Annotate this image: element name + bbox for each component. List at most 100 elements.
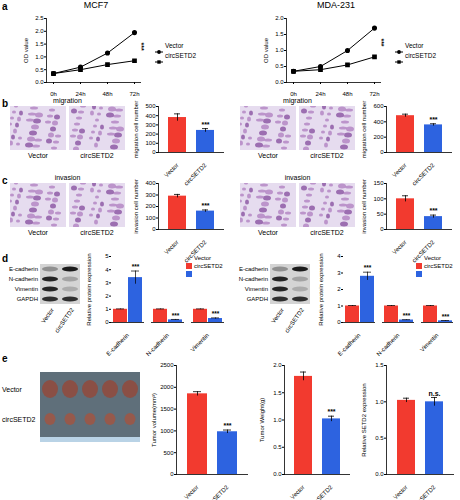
svg-text:0.5: 0.5 — [273, 444, 282, 450]
svg-text:72h: 72h — [129, 91, 139, 97]
svg-text:0.0: 0.0 — [35, 79, 44, 85]
svg-text:1000: 1000 — [160, 428, 174, 434]
svg-text:***: *** — [429, 207, 437, 214]
svg-text:400: 400 — [373, 119, 384, 125]
svg-text:OD value: OD value — [263, 37, 269, 63]
svg-text:150: 150 — [373, 180, 384, 186]
svg-text:500: 500 — [163, 450, 174, 456]
svg-text:circSETD2: circSETD2 — [309, 484, 334, 500]
svg-text:Vector: Vector — [289, 484, 305, 500]
svg-text:Vector: Vector — [183, 484, 199, 500]
svg-text:invasion cell number: invasion cell number — [361, 179, 367, 234]
svg-text:1: 1 — [337, 303, 341, 309]
svg-text:Relative protein expression: Relative protein expression — [86, 253, 92, 325]
svg-text:E-cadherin: E-cadherin — [337, 332, 362, 357]
svg-text:Tumor volume(mm³): Tumor volume(mm³) — [151, 393, 157, 447]
svg-text:1.0: 1.0 — [35, 54, 44, 60]
svg-text:2: 2 — [105, 293, 109, 299]
svg-text:0.5: 0.5 — [275, 63, 284, 69]
svg-text:1.5: 1.5 — [375, 362, 384, 368]
svg-text:0: 0 — [152, 226, 156, 232]
svg-text:Vector: Vector — [392, 484, 408, 500]
svg-text:400: 400 — [145, 180, 156, 186]
svg-text:1: 1 — [105, 306, 109, 312]
svg-text:3: 3 — [105, 280, 109, 286]
svg-text:100: 100 — [145, 140, 156, 146]
svg-text:4: 4 — [105, 267, 109, 273]
svg-text:***: *** — [201, 121, 209, 128]
svg-text:migration cell number: migration cell number — [133, 101, 139, 158]
svg-text:circSETD2: circSETD2 — [411, 162, 436, 187]
svg-text:400: 400 — [145, 113, 156, 119]
svg-text:0.5: 0.5 — [35, 67, 44, 73]
svg-text:100: 100 — [373, 196, 384, 202]
svg-text:200: 200 — [145, 131, 156, 137]
svg-text:circSETD2: circSETD2 — [412, 484, 437, 500]
svg-text:0.0: 0.0 — [275, 79, 284, 85]
svg-text:0.0: 0.0 — [375, 471, 384, 477]
svg-text:0.5: 0.5 — [375, 435, 384, 441]
svg-text:***: *** — [132, 263, 140, 270]
svg-text:N-cadherin: N-cadherin — [145, 332, 170, 357]
svg-text:1.0: 1.0 — [275, 47, 284, 53]
svg-text:1.5: 1.5 — [273, 390, 282, 396]
svg-text:24h: 24h — [315, 91, 325, 97]
svg-text:Relative SETD2 expression: Relative SETD2 expression — [361, 383, 367, 456]
svg-text:200: 200 — [145, 203, 156, 209]
svg-text:1500: 1500 — [160, 406, 174, 412]
svg-text:0: 0 — [380, 226, 384, 232]
svg-text:Vimentin: Vimentin — [189, 332, 210, 353]
svg-text:200: 200 — [373, 134, 384, 140]
svg-text:0: 0 — [152, 149, 156, 155]
svg-text:300: 300 — [145, 192, 156, 198]
svg-text:4: 4 — [337, 253, 341, 259]
svg-text:2.0: 2.0 — [35, 28, 44, 34]
svg-text:0: 0 — [380, 149, 384, 155]
svg-text:0h: 0h — [50, 91, 57, 97]
svg-text:1.5: 1.5 — [35, 41, 44, 47]
svg-text:Vector: Vector — [163, 239, 179, 255]
svg-text:2000: 2000 — [160, 384, 174, 390]
svg-text:0h: 0h — [290, 91, 297, 97]
svg-text:Vector: Vector — [391, 239, 407, 255]
svg-text:***: *** — [403, 312, 411, 319]
svg-text:0: 0 — [105, 319, 109, 325]
svg-text:Vector: Vector — [163, 162, 179, 178]
svg-text:***: *** — [138, 43, 145, 51]
svg-text:***: *** — [223, 422, 231, 429]
svg-text:n.s.: n.s. — [428, 390, 440, 397]
svg-text:***: *** — [378, 38, 385, 46]
svg-text:***: *** — [442, 313, 450, 320]
svg-text:2.0: 2.0 — [275, 15, 284, 21]
svg-text:E-cadherin: E-cadherin — [105, 332, 130, 357]
svg-text:300: 300 — [145, 122, 156, 128]
svg-text:48h: 48h — [102, 91, 112, 97]
svg-text:2.5: 2.5 — [35, 15, 44, 21]
svg-text:500: 500 — [145, 103, 156, 109]
svg-text:N-cadherin: N-cadherin — [376, 332, 401, 357]
svg-text:2: 2 — [337, 286, 341, 292]
svg-text:***: *** — [172, 312, 180, 319]
svg-text:0: 0 — [170, 471, 174, 477]
svg-text:***: *** — [327, 408, 335, 415]
svg-text:2500: 2500 — [160, 362, 174, 368]
svg-text:circSETD2: circSETD2 — [205, 484, 230, 500]
svg-text:***: *** — [212, 310, 220, 317]
svg-text:1.0: 1.0 — [273, 417, 282, 423]
svg-text:Tumor Weight(g): Tumor Weight(g) — [259, 398, 265, 443]
svg-text:48h: 48h — [342, 91, 352, 97]
svg-text:1.0: 1.0 — [375, 399, 384, 405]
svg-text:invasion cell number: invasion cell number — [133, 179, 139, 234]
svg-text:3: 3 — [337, 270, 341, 276]
svg-text:***: *** — [201, 202, 209, 209]
svg-text:100: 100 — [145, 215, 156, 221]
svg-text:50: 50 — [377, 211, 384, 217]
svg-text:circSETD2: circSETD2 — [183, 162, 208, 187]
svg-text:Relative protein expression: Relative protein expression — [318, 253, 324, 325]
svg-text:***: *** — [364, 264, 372, 271]
svg-text:Vimentin: Vimentin — [419, 332, 440, 353]
svg-text:***: *** — [429, 116, 437, 123]
svg-text:migration cell number: migration cell number — [361, 101, 367, 158]
svg-text:Vector: Vector — [391, 162, 407, 178]
svg-text:5: 5 — [105, 253, 109, 259]
